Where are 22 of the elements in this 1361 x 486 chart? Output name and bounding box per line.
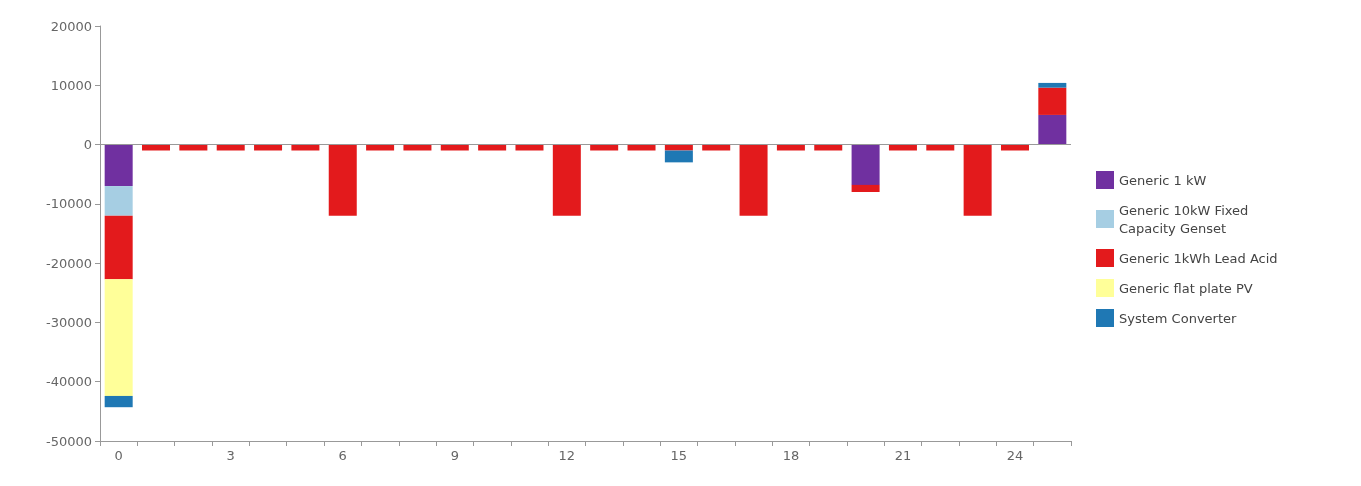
x-tick-label: 3 bbox=[226, 448, 235, 463]
x-tick-label: 9 bbox=[450, 448, 459, 463]
x-tick-label: 12 bbox=[558, 448, 576, 463]
y-tick-label: 0 bbox=[83, 137, 92, 153]
x-tick-label: 6 bbox=[338, 448, 347, 463]
y-tick-label: -30000 bbox=[45, 314, 92, 330]
y-tick-label: 20000 bbox=[50, 18, 92, 34]
legend-label: System Converter bbox=[1119, 310, 1238, 326]
x-tick-label: 21 bbox=[894, 448, 912, 463]
y-tick-label: 10000 bbox=[50, 77, 92, 93]
legend-label: Generic 10kW Fixed Capacity Genset bbox=[1119, 202, 1253, 236]
y-tick-label: -20000 bbox=[45, 255, 92, 271]
legend-label: Generic 1kWh Lead Acid bbox=[1119, 250, 1278, 266]
legend-label: Generic 1 kW bbox=[1119, 172, 1207, 188]
x-tick-label: 24 bbox=[1006, 448, 1024, 463]
x-tick-label: 0 bbox=[114, 448, 123, 463]
y-tick-label: -10000 bbox=[45, 196, 92, 212]
legend-label: Generic flat plate PV bbox=[1119, 280, 1253, 296]
y-tick-label: -50000 bbox=[45, 433, 92, 449]
y-tick-label: -40000 bbox=[45, 374, 92, 390]
x-tick-label: 18 bbox=[782, 448, 800, 463]
x-tick-label: 15 bbox=[670, 448, 688, 463]
